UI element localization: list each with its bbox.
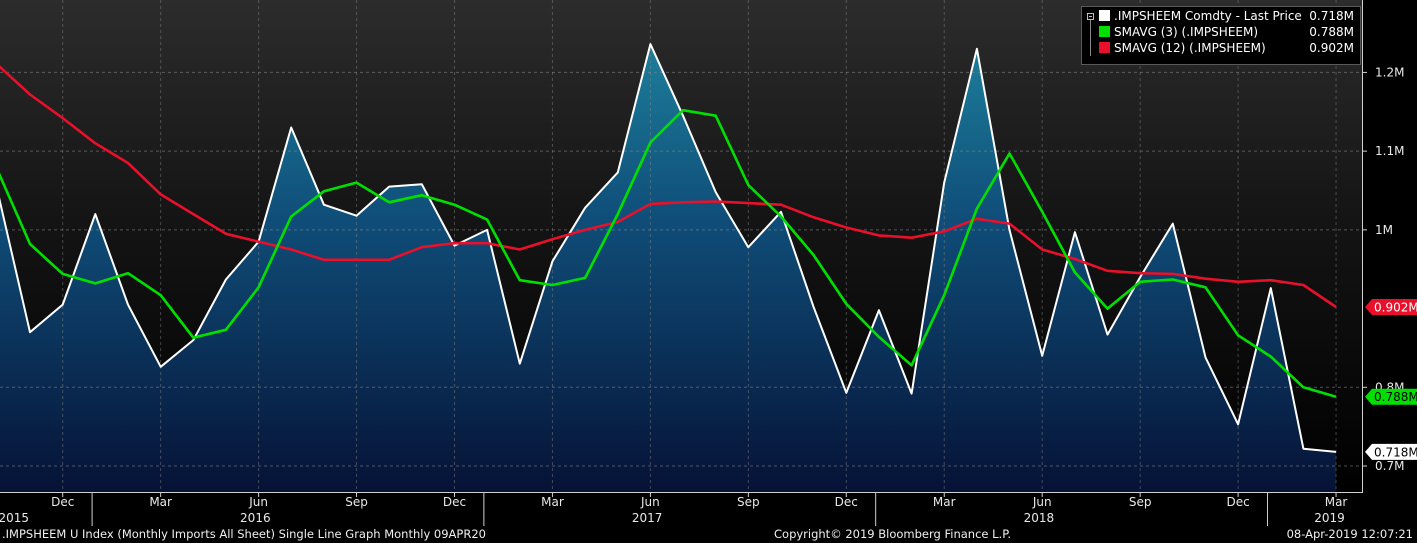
x-tick-label: Sep	[1129, 495, 1152, 509]
legend-value: 0.718M	[1309, 9, 1354, 23]
legend-swatch	[1099, 42, 1110, 53]
y-tick-label: 1M	[1375, 223, 1393, 237]
y-axis-panel	[1362, 0, 1417, 492]
x-tick-label: Mar	[541, 495, 564, 509]
legend-label: SMAVG (3) (.IMPSHEEM)	[1114, 25, 1258, 39]
legend-label: SMAVG (12) (.IMPSHEEM)	[1114, 41, 1266, 55]
chart-description: .IMPSHEEM U Index (Monthly Imports All S…	[2, 527, 486, 541]
copyright-text: Copyright© 2019 Bloomberg Finance L.P.	[774, 527, 1011, 541]
last-value-label: 0.788M	[1374, 390, 1417, 404]
price-area-fill	[0, 44, 1337, 492]
legend-swatch	[1099, 10, 1110, 21]
x-axis-panel	[0, 492, 1417, 526]
y-tick-label: 0.7M	[1375, 459, 1404, 473]
legend-value: 0.788M	[1309, 25, 1354, 39]
footer: .IMPSHEEM U Index (Monthly Imports All S…	[0, 526, 1417, 543]
last-value-label: 0.902M	[1374, 301, 1417, 315]
price-line	[0, 43, 1337, 453]
last-value-tag	[1365, 388, 1417, 405]
x-tick-label: Mar	[933, 495, 956, 509]
x-year-label: 2017	[632, 511, 663, 525]
x-tick-label: Dec	[51, 495, 74, 509]
legend-label: .IMPSHEEM Comdty - Last Price	[1114, 9, 1302, 23]
x-tick-label: Mar	[149, 495, 172, 509]
x-tick-label: Sep	[737, 495, 760, 509]
smavg-12-line	[0, 65, 1337, 309]
x-tick-label: Jun	[248, 495, 268, 509]
last-value-tag	[1365, 299, 1417, 316]
x-tick-label: Dec	[835, 495, 858, 509]
legend-collapse-icon	[1087, 13, 1094, 20]
y-tick-label: 1.2M	[1375, 65, 1404, 79]
smavg-3-line	[0, 108, 1337, 398]
last-value-tag	[1365, 443, 1417, 460]
x-year-label: 2019	[1314, 511, 1345, 525]
x-year-label: 2018	[1024, 511, 1055, 525]
x-tick-label: Jun	[1032, 495, 1052, 509]
x-tick-label: Jun	[640, 495, 660, 509]
legend: .IMPSHEEM Comdty - Last Price 0.718M SMAVG…	[1081, 6, 1361, 65]
x-tick-label: Sep	[345, 495, 368, 509]
last-value-label: 0.718M	[1374, 445, 1417, 459]
legend-value: 0.902M	[1309, 41, 1354, 55]
x-tick-label: Dec	[443, 495, 466, 509]
x-year-label: 2016	[240, 511, 271, 525]
x-tick-label: Mar	[1325, 495, 1348, 509]
x-tick-label: Dec	[1226, 495, 1249, 509]
timestamp: 08-Apr-2019 12:07:21	[1286, 527, 1413, 541]
y-tick-label: 1.1M	[1375, 144, 1404, 158]
x-year-label: 2015	[0, 511, 29, 525]
legend-box	[1081, 6, 1361, 65]
legend-swatch	[1099, 26, 1110, 37]
